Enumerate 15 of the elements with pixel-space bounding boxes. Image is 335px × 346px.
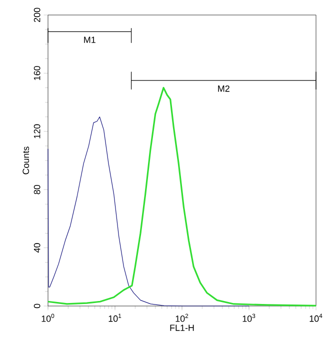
y-tick-label: 120 — [34, 124, 40, 138]
y-tick-label: 80 — [34, 184, 40, 194]
y-axis-title: Counts — [22, 146, 30, 174]
series-label: M1 — [84, 36, 96, 43]
y-tick-label: 0 — [34, 304, 40, 308]
x-tick-label: 10$^{2}$ — [176, 314, 188, 322]
x-tick-label: 10$^{1}$ — [108, 314, 122, 322]
x-tick-label: 10$^{4}$ — [310, 314, 322, 322]
y-tick-label: 200 — [34, 8, 40, 22]
x-tick-label: 10$^{0}$ — [42, 314, 54, 322]
x-axis-title: FL1-H — [170, 324, 194, 331]
x-tick-label: 10$^{3}$ — [242, 314, 256, 322]
series-label: M2 — [218, 85, 230, 92]
y-tick-label: 40 — [34, 243, 40, 253]
y-tick-label: 160 — [34, 66, 40, 80]
